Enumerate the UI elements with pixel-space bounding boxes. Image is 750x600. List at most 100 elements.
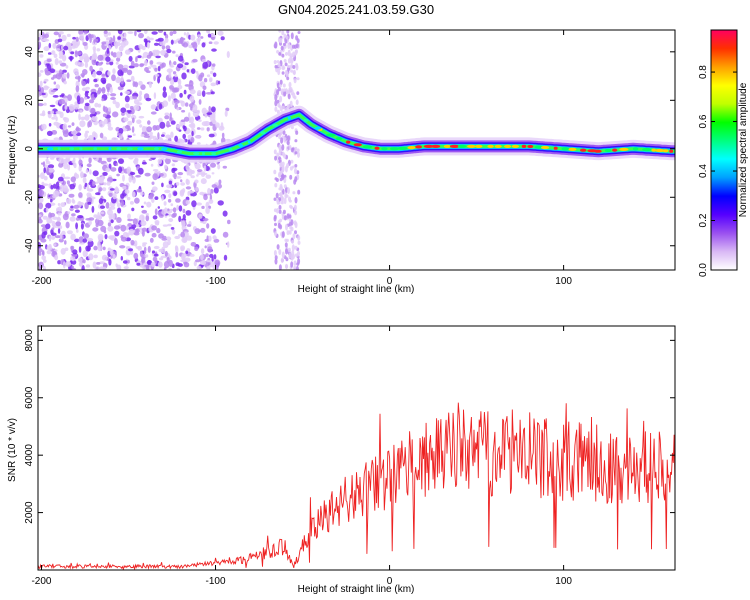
noise-speckle bbox=[99, 261, 106, 265]
noise-speckle bbox=[158, 117, 163, 123]
noise-speckle bbox=[77, 75, 81, 83]
noise-speckle bbox=[288, 196, 291, 202]
noise-speckle bbox=[154, 74, 160, 77]
noise-speckle bbox=[169, 208, 174, 212]
noise-speckle bbox=[189, 253, 195, 257]
noise-speckle bbox=[146, 201, 152, 208]
noise-speckle bbox=[101, 98, 105, 102]
noise-speckle bbox=[157, 261, 163, 268]
noise-speckle bbox=[172, 207, 177, 213]
noise-speckle bbox=[175, 251, 179, 258]
noise-speckle bbox=[180, 100, 186, 107]
ridge-peak bbox=[669, 149, 674, 153]
noise-speckle bbox=[47, 164, 55, 169]
noise-speckle bbox=[190, 68, 196, 74]
noise-speckle bbox=[109, 86, 113, 94]
noise-speckle bbox=[148, 37, 154, 41]
noise-speckle bbox=[166, 236, 172, 241]
noise-speckle bbox=[86, 192, 92, 197]
noise-speckle bbox=[170, 78, 175, 86]
spectrogram-x-tick-label: 0 bbox=[387, 276, 393, 287]
noise-speckle bbox=[54, 254, 59, 261]
noise-speckle bbox=[274, 41, 278, 49]
noise-speckle bbox=[179, 92, 183, 98]
noise-speckle bbox=[43, 175, 48, 181]
noise-speckle bbox=[294, 245, 298, 250]
noise-speckle bbox=[84, 62, 89, 68]
noise-speckle bbox=[57, 176, 64, 182]
noise-speckle bbox=[284, 165, 288, 173]
noise-speckle bbox=[95, 218, 100, 225]
noise-speckle bbox=[40, 238, 47, 243]
noise-speckle bbox=[283, 197, 287, 205]
noise-speckle bbox=[182, 208, 186, 214]
noise-speckle bbox=[278, 159, 282, 164]
noise-speckle bbox=[211, 184, 217, 188]
noise-speckle bbox=[294, 167, 297, 175]
noise-speckle bbox=[103, 118, 108, 125]
noise-speckle bbox=[281, 173, 285, 181]
noise-speckle bbox=[131, 224, 137, 229]
noise-speckle bbox=[93, 38, 99, 43]
noise-speckle bbox=[94, 266, 101, 270]
noise-speckle bbox=[183, 32, 187, 36]
noise-speckle bbox=[279, 37, 283, 44]
noise-speckle bbox=[184, 62, 189, 66]
noise-speckle bbox=[45, 223, 51, 230]
noise-speckle bbox=[276, 199, 280, 205]
noise-speckle bbox=[43, 37, 47, 42]
spectrogram-y-tick-label: -20 bbox=[24, 190, 35, 205]
noise-speckle bbox=[52, 183, 57, 189]
noise-speckle bbox=[114, 43, 118, 49]
noise-speckle bbox=[67, 211, 71, 215]
noise-speckle bbox=[127, 120, 133, 126]
noise-speckle bbox=[290, 261, 294, 268]
noise-speckle bbox=[185, 163, 190, 171]
noise-speckle bbox=[120, 76, 124, 82]
ridge-peak bbox=[457, 144, 467, 148]
noise-speckle bbox=[208, 133, 215, 138]
snr-y-label: SNR (10 * v/v) bbox=[7, 418, 18, 482]
noise-speckle bbox=[100, 61, 104, 65]
noise-speckle bbox=[81, 80, 86, 87]
noise-speckle bbox=[227, 219, 231, 225]
noise-speckle bbox=[49, 104, 56, 108]
noise-speckle bbox=[120, 224, 127, 232]
noise-speckle bbox=[46, 250, 52, 255]
spectrogram-x-tick-label: -200 bbox=[31, 276, 51, 287]
noise-speckle bbox=[186, 69, 190, 73]
noise-speckle bbox=[157, 50, 161, 54]
noise-speckle bbox=[150, 111, 157, 115]
noise-speckle bbox=[111, 213, 116, 220]
noise-speckle bbox=[206, 112, 213, 115]
noise-speckle bbox=[88, 253, 94, 261]
noise-speckle bbox=[83, 233, 89, 239]
noise-speckle bbox=[94, 102, 99, 108]
noise-speckle bbox=[157, 37, 164, 42]
noise-speckle bbox=[127, 218, 134, 222]
noise-speckle bbox=[120, 70, 124, 76]
noise-speckle bbox=[98, 187, 103, 192]
noise-speckle bbox=[281, 161, 285, 167]
noise-speckle bbox=[161, 182, 164, 188]
noise-speckle bbox=[213, 254, 217, 260]
noise-speckle bbox=[141, 205, 144, 208]
noise-speckle bbox=[141, 256, 146, 264]
noise-speckle bbox=[159, 173, 164, 177]
noise-speckle bbox=[58, 238, 64, 243]
ridge-peak bbox=[381, 147, 388, 151]
noise-speckle bbox=[102, 113, 107, 118]
noise-speckle bbox=[53, 243, 57, 247]
noise-speckle bbox=[295, 64, 299, 71]
noise-speckle bbox=[112, 68, 116, 75]
noise-speckle bbox=[221, 132, 225, 138]
noise-speckle bbox=[50, 184, 54, 190]
noise-speckle bbox=[286, 76, 290, 81]
noise-speckle bbox=[144, 59, 148, 66]
noise-speckle bbox=[78, 159, 83, 166]
snr-y-tick-label: 6000 bbox=[24, 386, 35, 409]
noise-speckle bbox=[82, 250, 88, 258]
noise-speckle bbox=[106, 86, 110, 93]
noise-speckle bbox=[59, 94, 64, 98]
noise-speckle bbox=[170, 92, 176, 100]
